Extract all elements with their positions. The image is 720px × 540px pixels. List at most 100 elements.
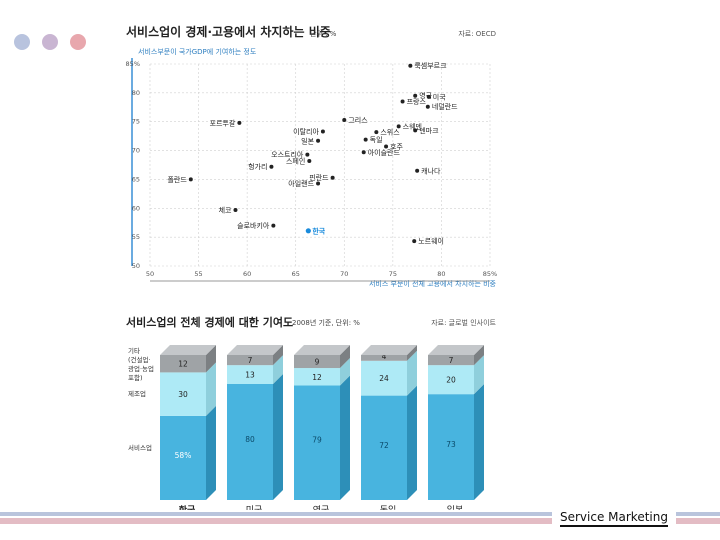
bar-value-label: 72 (379, 441, 389, 450)
data-point (307, 158, 312, 163)
bar-side (273, 345, 283, 366)
segment-label: 제조업 (128, 390, 146, 398)
data-label: 핀란드 (309, 173, 329, 182)
data-point (269, 164, 274, 169)
category-label: 일본 (447, 505, 464, 510)
data-label: 독일 (370, 135, 383, 144)
data-point (426, 94, 431, 99)
data-label: 이탈리아 (293, 127, 319, 136)
y-tick-label: 85% (126, 60, 140, 68)
category-label: 영국 (313, 505, 330, 510)
x-tick-label: 50 (146, 270, 154, 278)
data-point (305, 152, 310, 157)
chart-source: 자료: OECD (458, 29, 496, 38)
chart-source: 자료: 글로벌 인사이트 (431, 318, 496, 327)
footer-title: Service Marketing (560, 510, 668, 527)
bar-value-label: 4 (382, 352, 387, 361)
bar-top (361, 345, 417, 355)
data-point (233, 208, 238, 213)
bar-top (227, 345, 283, 355)
data-point (271, 223, 276, 228)
bar-side (407, 350, 417, 396)
data-label: 한국 (312, 226, 325, 235)
data-label: 프랑스 (407, 98, 427, 106)
data-label: 노르웨이 (418, 237, 444, 246)
data-label: 덴마크 (419, 126, 439, 135)
bar-side (407, 345, 417, 361)
bar-side (206, 345, 216, 373)
bar-side (340, 345, 350, 369)
bar-segment (294, 385, 340, 500)
y-tick-label: 70 (132, 147, 140, 155)
data-point (384, 144, 389, 149)
bar-value-label: 80 (245, 435, 255, 444)
data-label: 오스트리아 (271, 150, 304, 159)
tick-labels: 50 55 60 65 70 75 80 85% 85% 80 75 70 65 60 55 50 (126, 60, 498, 278)
data-point (412, 239, 417, 244)
chart-title: 서비스업이 경제·고용에서 차지하는 비중 (126, 24, 331, 39)
chart-unit: 단위 : % (310, 29, 337, 38)
y-tick-label: 55 (132, 233, 140, 241)
data-point (361, 150, 366, 155)
footer-band (676, 518, 720, 524)
category-label: 한국 (179, 504, 196, 510)
bar-segment (428, 394, 474, 500)
bar-value-label: 7 (248, 356, 253, 365)
bar-side (340, 375, 350, 500)
data-point (188, 177, 193, 182)
data-label: 영국 (419, 91, 432, 100)
footer-band (676, 512, 720, 516)
bar-value-label: 12 (178, 360, 188, 369)
bar-top (160, 345, 216, 355)
scatter-chart: 서비스업이 경제·고용에서 차지하는 비중 단위 : % 자료: OECD 서비… (126, 24, 498, 288)
data-label: 슬로바키아 (237, 221, 270, 230)
grid (149, 63, 491, 267)
bar-segment (160, 372, 206, 416)
data-point (408, 63, 413, 68)
axes (131, 58, 490, 282)
bar-segment (227, 355, 273, 366)
data-label: 헝가리 (248, 162, 267, 171)
bar-side (340, 358, 350, 386)
data-point (413, 93, 418, 98)
bar-segment (160, 415, 206, 500)
data-label: 호주 (390, 143, 403, 151)
data-point (342, 117, 347, 122)
x-tick-label: 85% (483, 270, 497, 278)
bar-value-label: 79 (312, 436, 322, 445)
bar-segment (361, 360, 407, 396)
data-point (374, 130, 379, 135)
data-label: 스웨덴 (403, 122, 422, 131)
y-tick-label: 80 (132, 89, 140, 97)
bar-value-label: 58% (175, 451, 192, 460)
bar-value-label: 13 (245, 371, 255, 380)
chart-title: 서비스업의 전체 경제에 대한 기여도 (126, 315, 293, 329)
bar-side (474, 355, 484, 395)
data-label: 룩셈부르크 (414, 61, 447, 70)
bar-segment (294, 368, 340, 386)
bar-segment (361, 355, 407, 361)
category-label: 독일 (380, 505, 397, 510)
data-point (425, 104, 430, 109)
data-point (363, 137, 368, 142)
segment-label: 서비스업 (128, 443, 152, 452)
x-tick-label: 70 (340, 270, 348, 278)
bar-segment (227, 365, 273, 384)
bar-value-label: 30 (178, 390, 188, 399)
bar-segment (227, 384, 273, 500)
bar-side (273, 355, 283, 384)
y-tick-label: 60 (132, 204, 140, 212)
data-point (415, 168, 420, 173)
x-tick-label: 75 (389, 270, 397, 278)
y-tick-label: 50 (132, 262, 140, 270)
data-point (330, 175, 335, 180)
bar-value-label: 24 (379, 374, 389, 383)
data-label: 폴란드 (167, 176, 187, 184)
data-point (237, 120, 242, 125)
y-tick-label: 65 (132, 175, 140, 183)
category-label: 미국 (246, 505, 263, 510)
stacked-bar-chart: 서비스업의 전체 경제에 대한 기여도 2008년 기준, 단위: % 자료: … (126, 315, 497, 516)
x-tick-label: 55 (194, 270, 202, 278)
bar-side (206, 362, 216, 416)
